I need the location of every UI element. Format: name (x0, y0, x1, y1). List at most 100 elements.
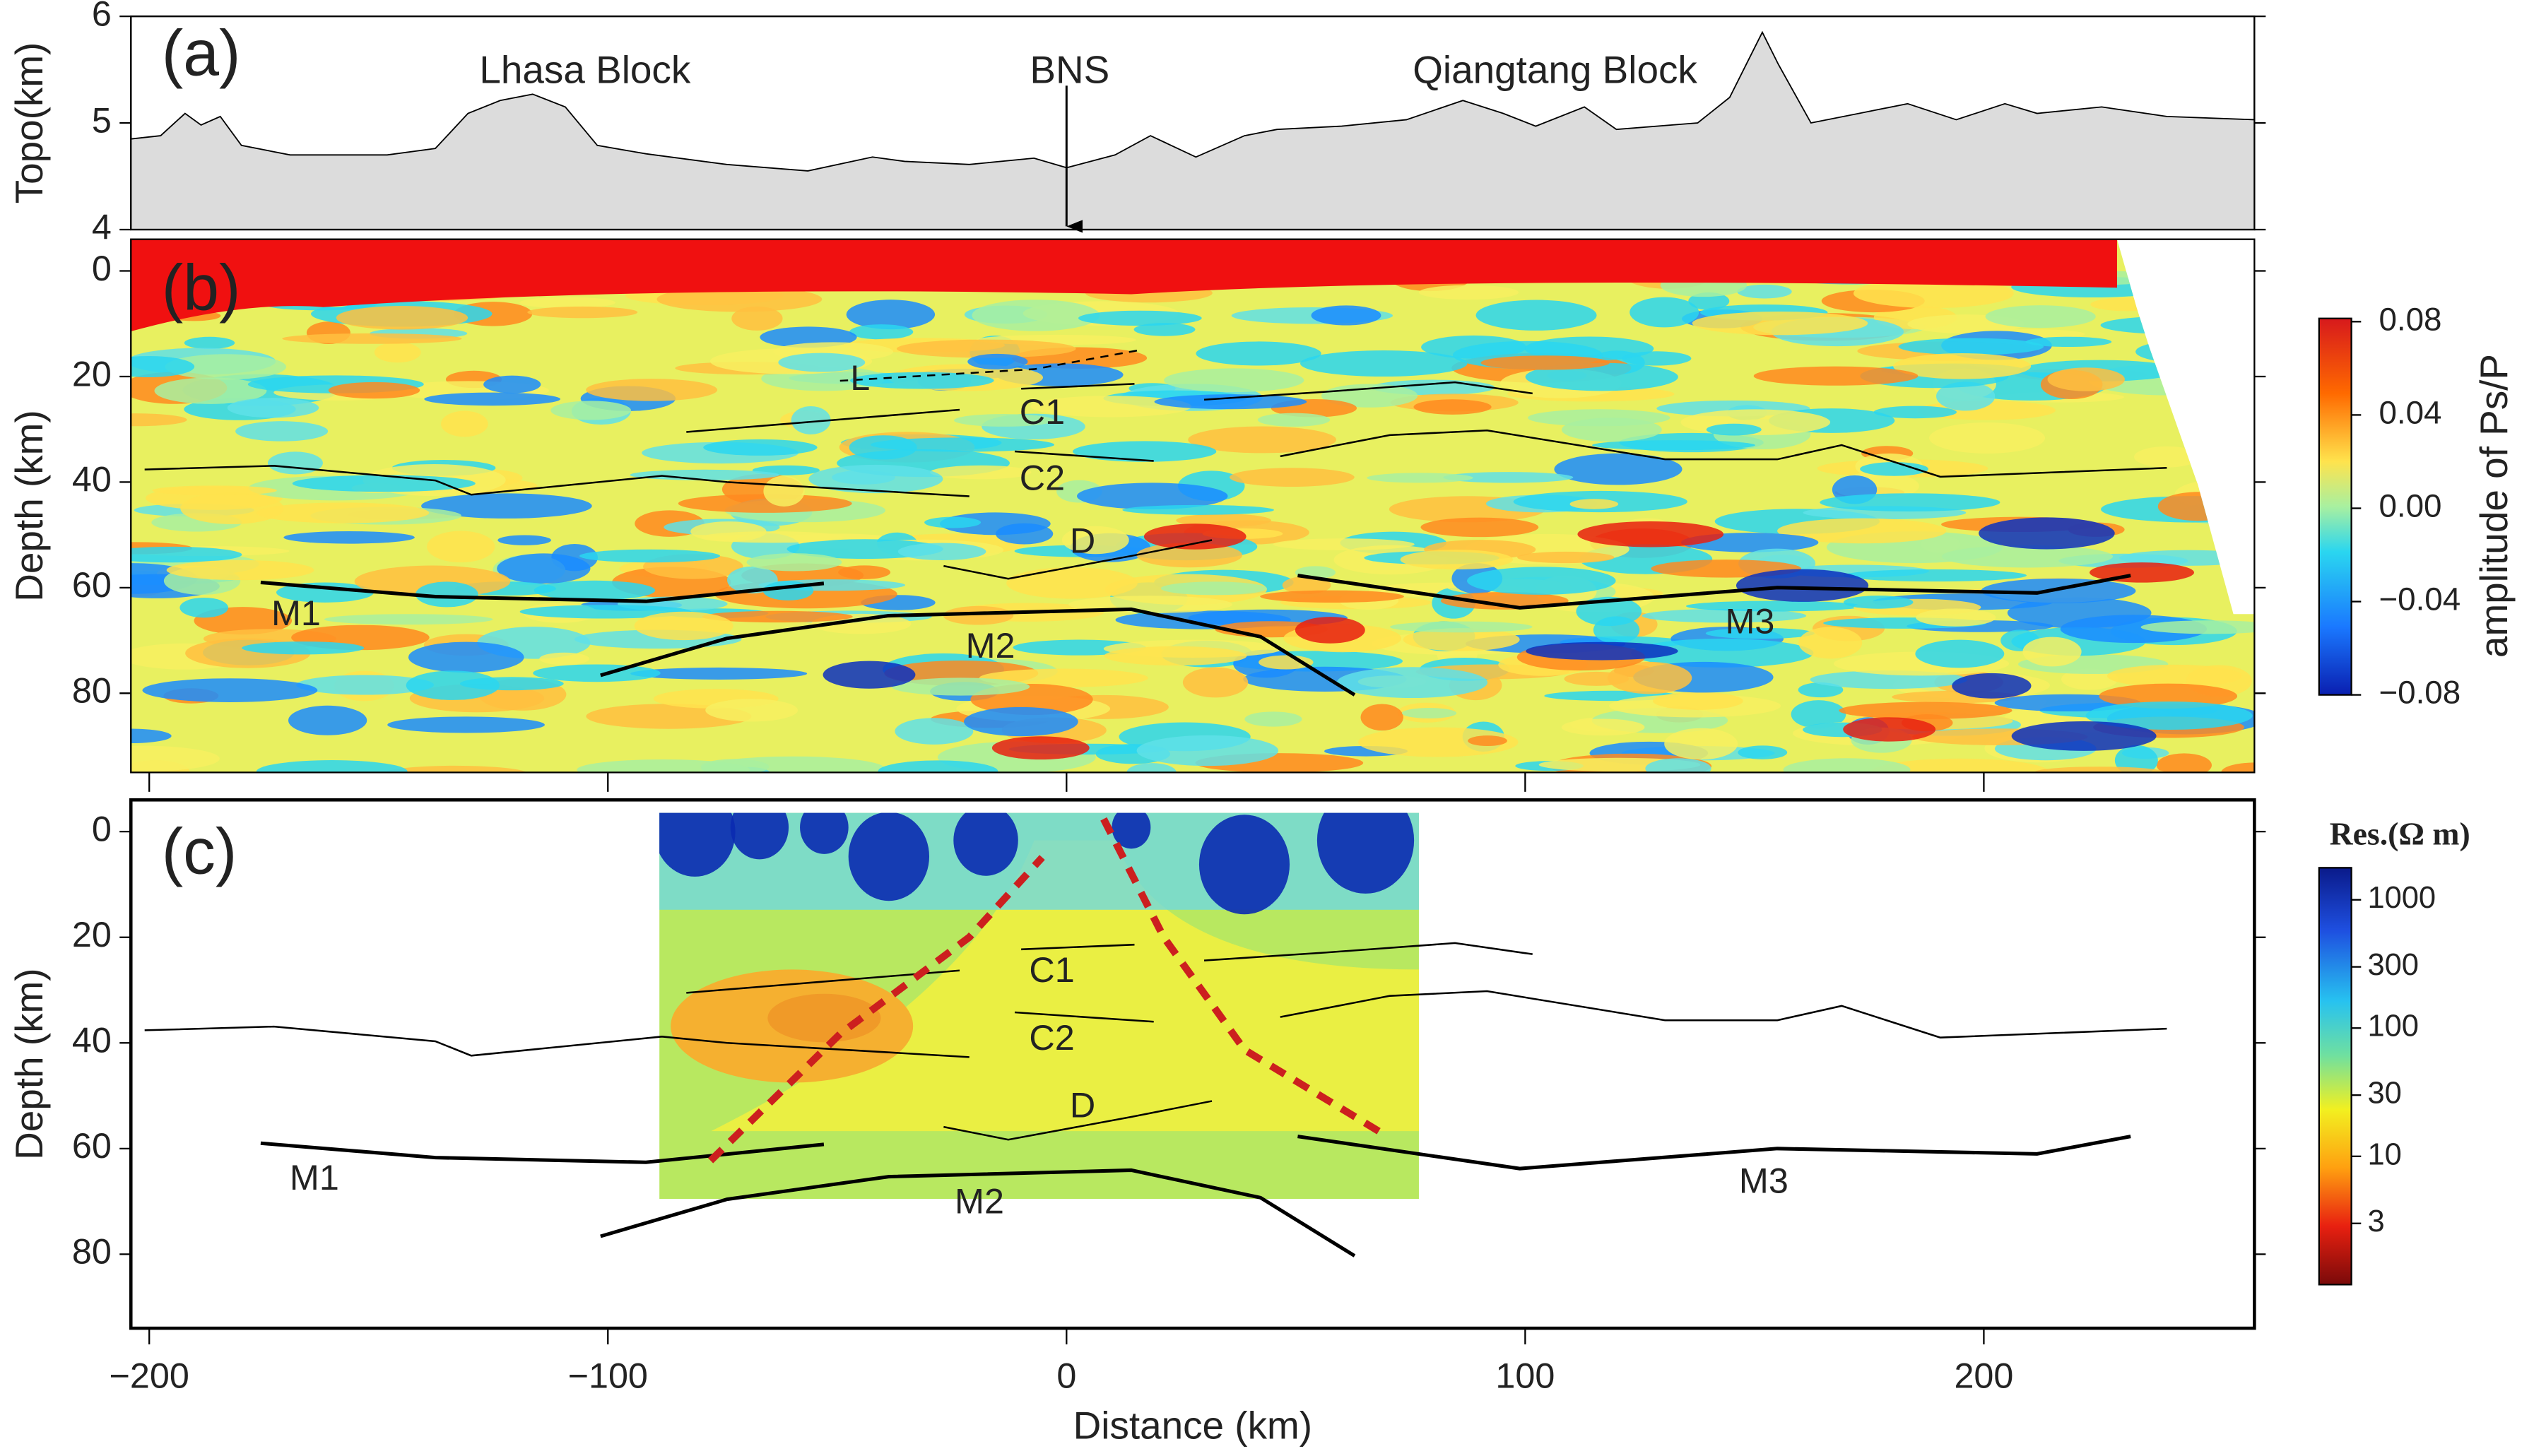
annotation: BNS (1030, 48, 1109, 92)
image-blob (1783, 758, 1911, 773)
image-blob (586, 379, 718, 401)
image-blob (2184, 432, 2248, 454)
image-blob (1705, 627, 1815, 639)
image-blob (131, 546, 242, 563)
image-blob (2100, 316, 2255, 335)
y-tick-label: 40 (72, 1020, 112, 1060)
image-blob (1843, 569, 2027, 582)
image-blob (878, 760, 998, 773)
image-blob (427, 531, 495, 563)
interface-line (600, 607, 1356, 697)
image-blob (897, 543, 986, 561)
colorbar-title: Res.(Ω m) (2330, 815, 2470, 851)
image-blob (1112, 812, 1151, 849)
image-blob (1078, 310, 1202, 326)
image-blob (1420, 517, 1539, 538)
image-blob (746, 553, 842, 572)
image-blob (1853, 278, 2014, 309)
image-blob (1164, 368, 1304, 393)
image-blob (256, 502, 430, 523)
image-blob (2099, 683, 2238, 709)
image-blob (1475, 300, 1597, 331)
resistivity-image (659, 812, 1419, 1200)
image-blob (943, 605, 1014, 625)
colorbar-tick-label: 30 (2367, 1077, 2401, 1111)
image-blob (702, 610, 853, 623)
receiver-function-image (131, 239, 2255, 773)
image-blob (767, 993, 881, 1043)
image-blob (131, 413, 187, 427)
y-tick-label: 80 (72, 1231, 112, 1272)
image-blob (1577, 521, 1724, 548)
image-blob (296, 675, 434, 695)
y-tick-label: 60 (72, 1125, 112, 1166)
image-blob (896, 339, 1076, 358)
image-blob (1916, 608, 1996, 627)
image-blob (800, 812, 849, 854)
image-blob (384, 765, 527, 773)
image-blob (2025, 336, 2112, 348)
image-blob (1133, 323, 1196, 336)
fault-line (1100, 817, 1384, 1137)
interface-label: C1 (1029, 949, 1074, 990)
image-blob (1692, 311, 1868, 336)
image-blob (1413, 399, 1492, 415)
colorbar-tick-label: 0.04 (2379, 394, 2441, 430)
image-blob (1259, 655, 1314, 670)
image-blob (184, 336, 235, 349)
colorbar-tick-label: 0.00 (2379, 488, 2441, 524)
image-blob (1122, 504, 1274, 515)
image-blob (1952, 673, 2032, 699)
image-blob (1143, 523, 1247, 550)
image-blob (534, 580, 656, 600)
image-blob (849, 372, 994, 389)
y-axis-label: Topo(km) (7, 42, 51, 204)
image-blob (967, 353, 1028, 370)
image-blob (1645, 758, 1711, 773)
image-blob (406, 670, 500, 700)
image-blob (1077, 483, 1228, 510)
image-blob (2090, 297, 2165, 312)
image-blob (1791, 700, 1846, 729)
image-blob (1229, 468, 1355, 487)
image-blob (1400, 550, 1514, 570)
image-blob (519, 605, 692, 619)
panel-frame (129, 798, 2256, 1330)
image-blob (678, 494, 852, 513)
image-blob (256, 760, 408, 773)
image-blob (1981, 578, 2136, 603)
interface-label: C1 (1020, 391, 1065, 432)
y-tick-label: 4 (92, 206, 112, 247)
interface-line (600, 1168, 1356, 1257)
image-blob (2134, 446, 2200, 468)
image-blob (1316, 812, 1415, 894)
image-blob (731, 306, 783, 331)
interface-line (1203, 942, 1533, 961)
image-blob (1257, 413, 1331, 427)
image-blob (1736, 569, 1869, 602)
x-tick-label: −100 (568, 1355, 648, 1395)
image-blob (533, 664, 661, 682)
image-blob (1738, 745, 1788, 759)
image-blob (577, 759, 750, 773)
image-blob (1753, 366, 1919, 386)
image-blob (701, 531, 844, 543)
colorbar-b (2318, 317, 2352, 696)
image-blob (1839, 702, 2013, 719)
image-blob (1300, 350, 1468, 377)
image-blob (953, 812, 1018, 876)
image-blob (336, 306, 469, 330)
image-blob (848, 812, 930, 901)
panel-label: (c) (162, 815, 237, 887)
image-blob (1929, 422, 2046, 454)
image-blob (2140, 620, 2255, 634)
image-blob (416, 581, 478, 608)
image-top-band (131, 239, 2117, 332)
image-blob (267, 451, 323, 475)
image-blob (2157, 492, 2239, 521)
interface-line (1014, 450, 1154, 462)
colorbar-tick-label: −0.04 (2379, 581, 2461, 617)
image-blob (2022, 637, 2082, 667)
interface-line (1297, 1135, 2131, 1171)
image-blob (424, 392, 561, 406)
